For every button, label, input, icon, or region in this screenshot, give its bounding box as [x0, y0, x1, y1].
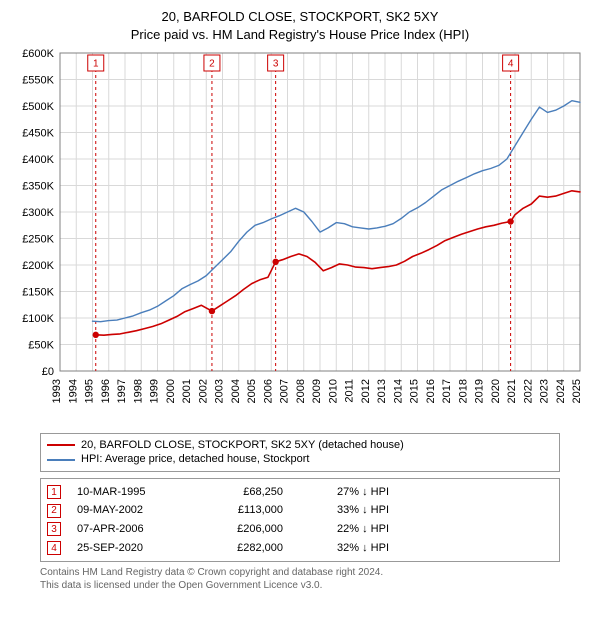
y-tick-label: £150K [22, 287, 54, 299]
x-tick-label: 2010 [327, 379, 339, 403]
x-tick-label: 2003 [214, 379, 226, 403]
x-tick-label: 2001 [181, 379, 193, 403]
sales-price: £206,000 [203, 520, 283, 539]
sales-date: 09-MAY-2002 [77, 501, 187, 520]
chart-svg: £0 £50K £100K £150K £200K £250K £300K £350K £400… [10, 47, 590, 427]
legend-row: 20, BARFOLD CLOSE, STOCKPORT, SK2 5XY (d… [47, 438, 553, 452]
title-line1: 20, BARFOLD CLOSE, STOCKPORT, SK2 5XY [10, 8, 590, 26]
x-tick-label: 1996 [100, 379, 112, 403]
y-tick-label: £350K [22, 181, 54, 193]
chart-marker-label: 4 [508, 59, 514, 70]
legend: 20, BARFOLD CLOSE, STOCKPORT, SK2 5XY (d… [40, 433, 560, 472]
sales-date: 07-APR-2006 [77, 520, 187, 539]
x-tick-label: 2014 [392, 379, 404, 403]
sales-row: 3 07-APR-2006 £206,000 22% ↓ HPI [47, 520, 553, 539]
sales-row: 1 10-MAR-1995 £68,250 27% ↓ HPI [47, 483, 553, 502]
x-tick-label: 2000 [165, 379, 177, 403]
y-tick-label: £200K [22, 260, 54, 272]
sales-row: 2 09-MAY-2002 £113,000 33% ↓ HPI [47, 501, 553, 520]
x-tick-label: 1994 [67, 379, 79, 403]
y-tick-label: £450K [22, 128, 54, 140]
legend-row: HPI: Average price, detached house, Stoc… [47, 452, 553, 466]
y-tick-label: £300K [22, 207, 54, 219]
x-tick-label: 1993 [51, 379, 63, 403]
x-tick-label: 2017 [441, 379, 453, 403]
x-tick-label: 2005 [246, 379, 258, 403]
sales-date: 25-SEP-2020 [77, 539, 187, 558]
x-tick-label: 2011 [344, 379, 356, 403]
x-tick-label: 2024 [555, 379, 567, 403]
x-tick-label: 1998 [132, 379, 144, 403]
y-tick-label: £50K [28, 340, 54, 352]
sales-price: £113,000 [203, 501, 283, 520]
y-tick-label: £550K [22, 75, 54, 87]
sales-table: 1 10-MAR-1995 £68,250 27% ↓ HPI 2 09-MAY-2002… [40, 478, 560, 563]
x-tick-label: 2020 [490, 379, 502, 403]
x-tick-label: 2009 [311, 379, 323, 403]
sales-diff: 27% ↓ HPI [299, 483, 389, 502]
x-tick-label: 2016 [425, 379, 437, 403]
y-tick-label: £100K [22, 313, 54, 325]
sales-diff: 22% ↓ HPI [299, 520, 389, 539]
x-tick-label: 2007 [279, 379, 291, 403]
chart-marker-label: 2 [209, 59, 215, 70]
x-tick-label: 2021 [506, 379, 518, 403]
x-tick-label: 2018 [457, 379, 469, 403]
legend-label: HPI: Average price, detached house, Stoc… [81, 452, 310, 466]
sales-price: £68,250 [203, 483, 283, 502]
x-tick-label: 2015 [409, 379, 421, 403]
y-tick-label: £400K [22, 154, 54, 166]
y-tick-label: £0 [42, 366, 54, 378]
x-tick-label: 1997 [116, 379, 128, 403]
sales-marker: 2 [47, 504, 61, 518]
y-tick-label: £600K [22, 48, 54, 60]
x-tick-label: 2022 [522, 379, 534, 403]
x-tick-label: 2023 [539, 379, 551, 403]
x-tick-label: 2004 [230, 379, 242, 403]
x-tick-label: 2025 [571, 379, 583, 403]
sales-marker: 3 [47, 522, 61, 536]
chart-container: 20, BARFOLD CLOSE, STOCKPORT, SK2 5XY Pr… [0, 0, 600, 620]
y-tick-label: £500K [22, 101, 54, 113]
y-tick-label: £250K [22, 234, 54, 246]
chart-area: £0 £50K £100K £150K £200K £250K £300K £350K £400… [10, 47, 590, 427]
sales-diff: 32% ↓ HPI [299, 539, 389, 558]
legend-swatch [47, 444, 75, 446]
sales-marker: 1 [47, 485, 61, 499]
chart-marker-label: 1 [93, 59, 99, 70]
footer: Contains HM Land Registry data © Crown c… [40, 566, 560, 592]
x-tick-label: 2012 [360, 379, 372, 403]
title-line2: Price paid vs. HM Land Registry's House … [10, 26, 590, 44]
footer-line2: This data is licensed under the Open Gov… [40, 579, 560, 592]
x-tick-label: 1999 [149, 379, 161, 403]
sales-row: 4 25-SEP-2020 £282,000 32% ↓ HPI [47, 539, 553, 558]
x-tick-label: 2002 [197, 379, 209, 403]
legend-swatch [47, 459, 75, 461]
x-tick-label: 2008 [295, 379, 307, 403]
sales-diff: 33% ↓ HPI [299, 501, 389, 520]
legend-label: 20, BARFOLD CLOSE, STOCKPORT, SK2 5XY (d… [81, 438, 404, 452]
x-tick-label: 2019 [474, 379, 486, 403]
sales-price: £282,000 [203, 539, 283, 558]
title-block: 20, BARFOLD CLOSE, STOCKPORT, SK2 5XY Pr… [10, 8, 590, 43]
x-tick-label: 1995 [84, 379, 96, 403]
chart-marker-label: 3 [273, 59, 279, 70]
sales-date: 10-MAR-1995 [77, 483, 187, 502]
sales-marker: 4 [47, 541, 61, 555]
x-tick-label: 2006 [262, 379, 274, 403]
footer-line1: Contains HM Land Registry data © Crown c… [40, 566, 560, 579]
x-tick-label: 2013 [376, 379, 388, 403]
